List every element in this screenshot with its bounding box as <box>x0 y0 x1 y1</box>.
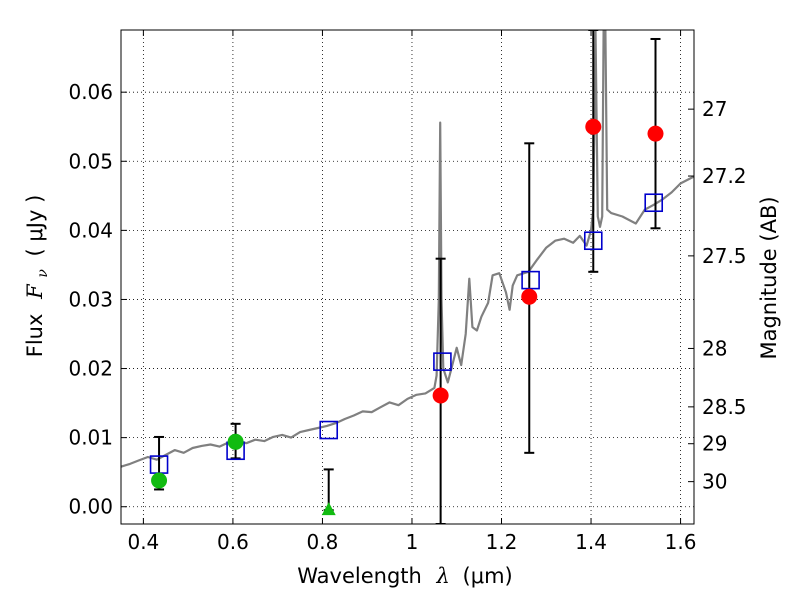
model-spectrum-line <box>121 30 694 468</box>
magnitude-axis-title: Magnitude (AB) <box>757 196 781 359</box>
y-tick-label: 0.00 <box>68 495 113 519</box>
y-tick-label: 0.04 <box>68 218 113 242</box>
magnitude-tick-label: 27.5 <box>702 244 747 268</box>
y-axis-title-subscript: ν <box>35 269 51 278</box>
x-tick-label: 1.6 <box>665 530 697 554</box>
magnitude-tick-label: 28.5 <box>702 395 747 419</box>
model-flux-box <box>521 270 540 290</box>
y-tick-label: 0.06 <box>68 80 113 104</box>
optical-limit-triangle <box>321 502 336 516</box>
model-flux-box <box>583 231 603 251</box>
tick-labels: 0.4 0.6 0.8 1 1.2 1.4 1.6 0.00 0.01 0.02 0.03 0.04 0… <box>68 80 746 554</box>
magnitude-tick-label: 27 <box>702 97 727 121</box>
data-points <box>151 118 664 516</box>
y-axis-title: Flux F ν ( μJy ) <box>23 195 52 358</box>
optical-detection-point <box>151 472 168 489</box>
model-flux-box <box>644 193 664 213</box>
model-flux-box <box>319 420 339 440</box>
nir-detection-point <box>432 387 449 404</box>
axis-ticks <box>121 30 694 524</box>
x-axis-title: Wavelength λ (μm) <box>297 564 512 588</box>
y-tick-label: 0.01 <box>68 426 113 450</box>
magnitude-tick-label: 27.2 <box>702 164 747 188</box>
x-axis-title-text: Wavelength <box>297 564 422 588</box>
y-axis-title-text: Flux <box>23 314 47 358</box>
nir-detection-point <box>585 118 602 135</box>
plot-frame <box>120 29 695 525</box>
y-axis-title-symbol: F <box>23 283 47 300</box>
nir-detection-point <box>647 125 664 142</box>
model-flux-markers <box>149 193 664 474</box>
x-tick-label: 0.8 <box>307 530 339 554</box>
optical-detection-point <box>227 433 244 450</box>
magnitude-tick-label: 30 <box>702 470 727 494</box>
model-spectrum <box>121 30 694 468</box>
magnitude-tick-label: 29 <box>702 432 727 456</box>
y-tick-label: 0.03 <box>68 287 113 311</box>
y-tick-label: 0.02 <box>68 357 113 381</box>
x-tick-label: 1 <box>406 530 419 554</box>
y-axis-title-unit: ( μJy ) <box>23 195 47 257</box>
x-tick-label: 1.4 <box>575 530 607 554</box>
magnitude-tick-label: 28 <box>702 336 727 360</box>
y-tick-label: 0.05 <box>68 149 113 173</box>
error-bars <box>154 30 661 524</box>
x-axis-title-symbol: λ <box>436 564 450 588</box>
grid-lines <box>121 30 694 524</box>
nir-detection-point <box>521 288 538 305</box>
x-axis-title-unit: (μm) <box>463 564 513 588</box>
x-tick-label: 0.6 <box>217 530 249 554</box>
model-flux-box <box>433 352 452 371</box>
x-tick-label: 1.2 <box>486 530 518 554</box>
x-tick-label: 0.4 <box>127 530 159 554</box>
